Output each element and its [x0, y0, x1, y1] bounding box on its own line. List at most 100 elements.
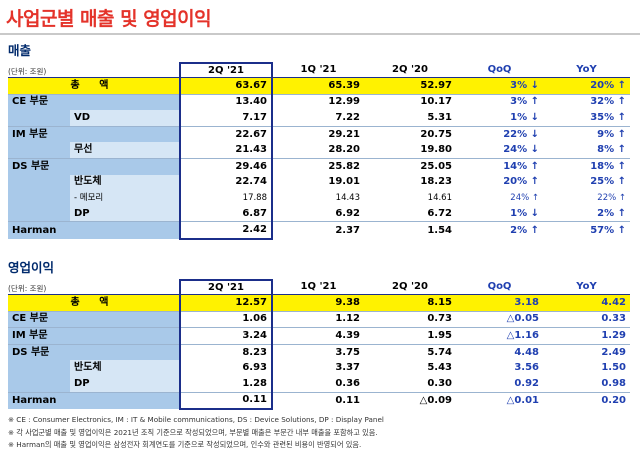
column-header: 1Q '21 [300, 64, 337, 75]
value-cell: 1.12 [272, 310, 364, 328]
value-cell: 7.22 [335, 111, 360, 123]
value-cell: 5.74 [364, 343, 456, 361]
value-cell: 8.15 [364, 294, 456, 312]
row-label: DS 부문 [8, 343, 180, 361]
value-cell: 0.11 [272, 391, 364, 410]
row-group-spacer [8, 142, 70, 159]
change-cell: 24% ↑ [510, 192, 539, 203]
change-cell: 8% ↑ [597, 144, 626, 156]
total-row: 총 액 12.57 9.38 8.15 3.18 4.42 [8, 294, 630, 312]
row-sublabel: VD [70, 110, 180, 127]
value-cell: 2.37 [272, 221, 364, 239]
title-divider [0, 33, 640, 35]
header-spacer [8, 63, 180, 78]
footnote: ※ CE : Consumer Electronics, IM : IT & M… [8, 415, 384, 424]
value-cell: 29.46 [179, 157, 273, 175]
table-row: - 메모리 17.88 14.43 14.61 24% ↑ 22% ↑ [8, 190, 630, 206]
change-cell: 1% ↓ [510, 111, 539, 123]
value-cell: 6.93 [179, 360, 273, 376]
row-label: DS 부문 [8, 157, 180, 175]
value-cell: 28.20 [328, 144, 360, 156]
table-row: DP 1.28 0.36 0.30 0.92 0.98 [8, 375, 630, 393]
value-cell: 18.23 [420, 176, 452, 188]
value-cell: 7.17 [179, 110, 273, 127]
value-cell: 21.43 [179, 142, 273, 159]
header-row: 2Q '21 1Q '21 2Q '20 QoQ YoY [8, 279, 630, 295]
value-cell: 5.43 [427, 362, 452, 374]
table-row: Harman 0.11 0.11 △0.09 △0.01 0.20 [8, 391, 630, 411]
column-header: QoQ [487, 64, 512, 75]
table-row: IM 부문 3.24 4.39 1.95 △1.16 1.29 [8, 327, 630, 345]
row-group-spacer [8, 110, 70, 127]
change-cell: 1% ↓ [510, 207, 539, 219]
value-cell: 3.24 [179, 327, 273, 345]
revenue-heading: 매출 [8, 43, 32, 58]
value-cell: 52.97 [364, 77, 456, 95]
row-label: CE 부문 [8, 93, 180, 111]
value-cell: 22.67 [179, 125, 273, 143]
value-cell: 13.40 [179, 93, 273, 111]
change-cell: △0.05 [456, 310, 543, 328]
footnotes: ※ CE : Consumer Electronics, IM : IT & M… [8, 414, 384, 452]
value-cell: 19.80 [420, 144, 452, 156]
value-cell: 1.06 [179, 310, 273, 328]
table-row: CE 부문 13.40 12.99 10.17 3% ↑ 32% ↑ [8, 93, 630, 111]
row-sublabel: 반도체 [70, 174, 180, 191]
value-cell: 10.17 [364, 93, 456, 111]
row-label: CE 부문 [8, 310, 180, 328]
value-cell: 19.01 [328, 176, 360, 188]
row-label: Harman [8, 391, 180, 410]
operating-profit-table: 2Q '21 1Q '21 2Q '20 QoQ YoY 총 액 12.57 9.38 8.1… [8, 279, 630, 411]
value-cell: 6.92 [335, 207, 360, 219]
footnote: ※ Harman의 매출 및 영업이익은 삼성전자 회계연도를 기준으로 작성되… [8, 440, 362, 449]
table-row: 무선 21.43 28.20 19.80 24% ↓ 8% ↑ [8, 142, 630, 159]
change-cell: 3% ↑ [456, 93, 543, 111]
row-sublabel: 반도체 [70, 360, 180, 376]
value-cell: 12.57 [179, 294, 273, 312]
page-title: 사업군별 매출 및 영업이익 [6, 8, 212, 30]
row-label: Harman [8, 221, 180, 239]
value-cell: 25.05 [364, 157, 456, 175]
row-label: IM 부문 [8, 327, 180, 345]
change-cell: 18% ↑ [543, 157, 630, 175]
operating-profit-unit: (단위: 조원) [8, 284, 47, 293]
change-cell: 1.50 [601, 362, 626, 374]
change-cell: 22% ↑ [597, 192, 626, 203]
value-cell: 65.39 [272, 77, 364, 95]
revenue-table: 2Q '21 1Q '21 2Q '20 QoQ YoY 총 액 63.67 65.39 52… [8, 62, 630, 240]
row-sublabel: 무선 [70, 142, 180, 159]
revenue-unit: (단위: 조원) [8, 67, 47, 76]
change-cell: 4.42 [543, 294, 630, 312]
table-row: VD 7.17 7.22 5.31 1% ↓ 35% ↑ [8, 110, 630, 127]
row-sublabel: DP [70, 205, 180, 222]
change-cell: 9% ↑ [543, 125, 630, 143]
value-cell: 25.82 [272, 157, 364, 175]
column-header: 2Q '20 [392, 64, 428, 75]
operating-profit-heading: 영업이익 [8, 260, 55, 275]
table-row: 반도체 22.74 19.01 18.23 20% ↑ 25% ↑ [8, 174, 630, 191]
row-label: IM 부문 [8, 125, 180, 143]
change-cell: 24% ↓ [503, 144, 539, 156]
value-cell: 22.74 [179, 174, 273, 191]
column-header: 1Q '21 [300, 281, 337, 292]
change-cell: 0.92 [514, 377, 539, 389]
value-cell: 14.61 [427, 192, 452, 203]
row-group-spacer [8, 375, 70, 393]
value-cell: 20.75 [364, 125, 456, 143]
value-cell: 6.87 [179, 205, 273, 222]
table-row: CE 부문 1.06 1.12 0.73 △0.05 0.33 [8, 310, 630, 328]
row-group-spacer [8, 190, 70, 206]
change-cell: 35% ↑ [590, 111, 626, 123]
row-group-spacer [8, 174, 70, 191]
change-cell: 25% ↑ [590, 176, 626, 188]
value-cell: 14.43 [335, 192, 360, 203]
table-row: Harman 2.42 2.37 1.54 2% ↑ 57% ↑ [8, 221, 630, 240]
change-cell: 0.33 [543, 310, 630, 328]
change-cell: 22% ↓ [456, 125, 543, 143]
value-cell: 1.95 [364, 327, 456, 345]
row-label: 총 액 [8, 294, 180, 312]
change-cell: 3% ↓ [456, 77, 543, 95]
change-cell: 32% ↑ [543, 93, 630, 111]
value-cell: 8.23 [179, 343, 273, 361]
change-cell: 0.98 [601, 377, 626, 389]
